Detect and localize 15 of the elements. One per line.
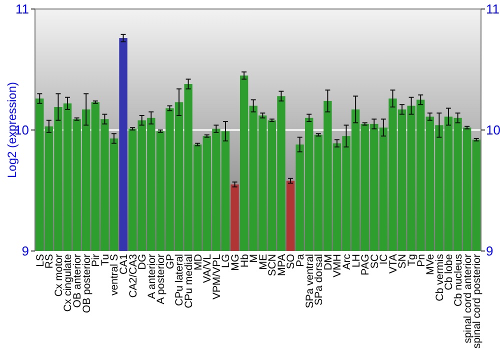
x-tick-label: CPu medial <box>182 254 195 308</box>
x-tick-label: LS <box>34 254 46 267</box>
x-tick-label: MD <box>192 254 204 270</box>
x-tick-label: LH <box>350 254 362 268</box>
x-tick-label: OB posterior <box>80 254 93 313</box>
y2-tick-label: 9 <box>486 244 494 259</box>
y2-tick-label: 11 <box>486 2 500 17</box>
x-tick-label: MVe <box>424 254 437 276</box>
x-tick-label: CA2/CA3 <box>127 254 140 298</box>
x-tick-label: Hb <box>238 254 251 268</box>
x-tick-label: spinal cord anterior <box>462 253 474 344</box>
x-tick-label: spinal cord posterior <box>471 253 484 349</box>
y2-tick-label: 10 <box>486 122 500 138</box>
y-tick-label: 9 <box>22 244 29 259</box>
y-tick-label: 11 <box>16 2 29 17</box>
